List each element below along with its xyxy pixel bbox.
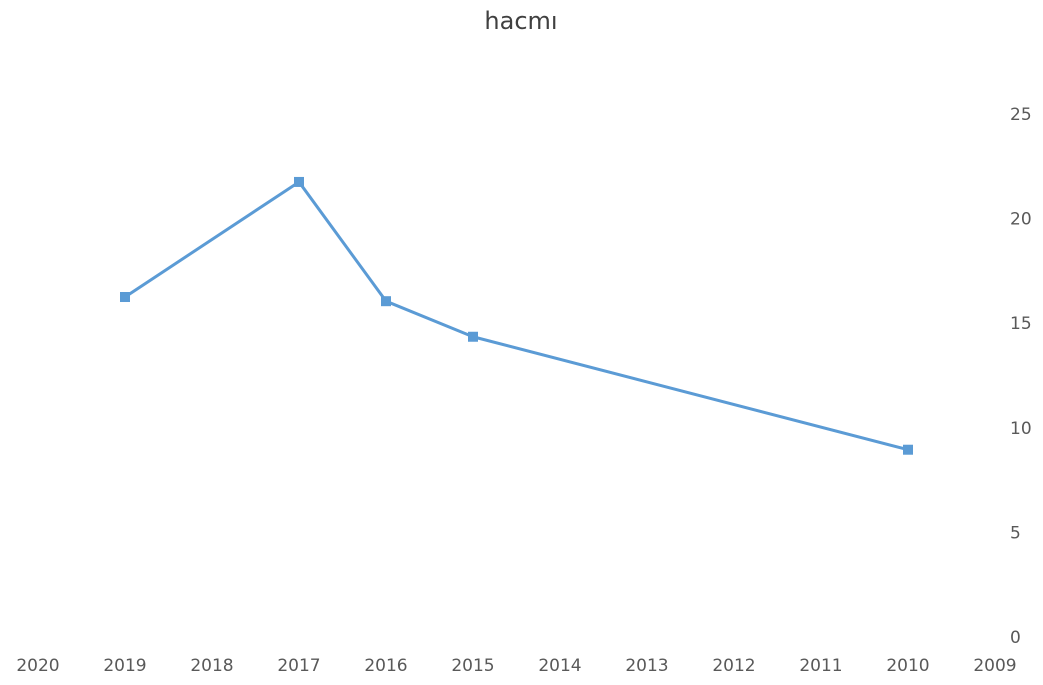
x-tick-label: 2010 bbox=[886, 656, 929, 676]
line-series bbox=[124, 180, 909, 452]
y-tick-label: 15 bbox=[1010, 314, 1032, 334]
y-tick-label: 0 bbox=[1010, 628, 1021, 648]
x-tick-label: 2009 bbox=[973, 656, 1016, 676]
x-tick-label: 2019 bbox=[103, 656, 146, 676]
point-marker bbox=[468, 331, 478, 342]
point-marker bbox=[381, 296, 391, 307]
x-tick-label: 2014 bbox=[538, 656, 581, 676]
point-marker bbox=[903, 444, 913, 455]
x-tick-label: 2011 bbox=[799, 656, 842, 676]
x-tick-label: 2017 bbox=[277, 656, 320, 676]
y-tick-label: 25 bbox=[1010, 105, 1032, 125]
point-marker bbox=[294, 176, 304, 187]
y-tick-label: 20 bbox=[1010, 210, 1032, 230]
x-tick-label: 2015 bbox=[451, 656, 494, 676]
x-tick-label: 2016 bbox=[364, 656, 407, 676]
x-tick-label: 2012 bbox=[712, 656, 755, 676]
chart-title: hacmı bbox=[484, 7, 557, 35]
x-tick-label: 2020 bbox=[16, 656, 59, 676]
x-tick-label: 2013 bbox=[625, 656, 668, 676]
point-marker bbox=[120, 292, 130, 303]
y-tick-label: 5 bbox=[1010, 523, 1021, 543]
x-tick-label: 2018 bbox=[190, 656, 233, 676]
y-tick-label: 10 bbox=[1010, 419, 1032, 439]
